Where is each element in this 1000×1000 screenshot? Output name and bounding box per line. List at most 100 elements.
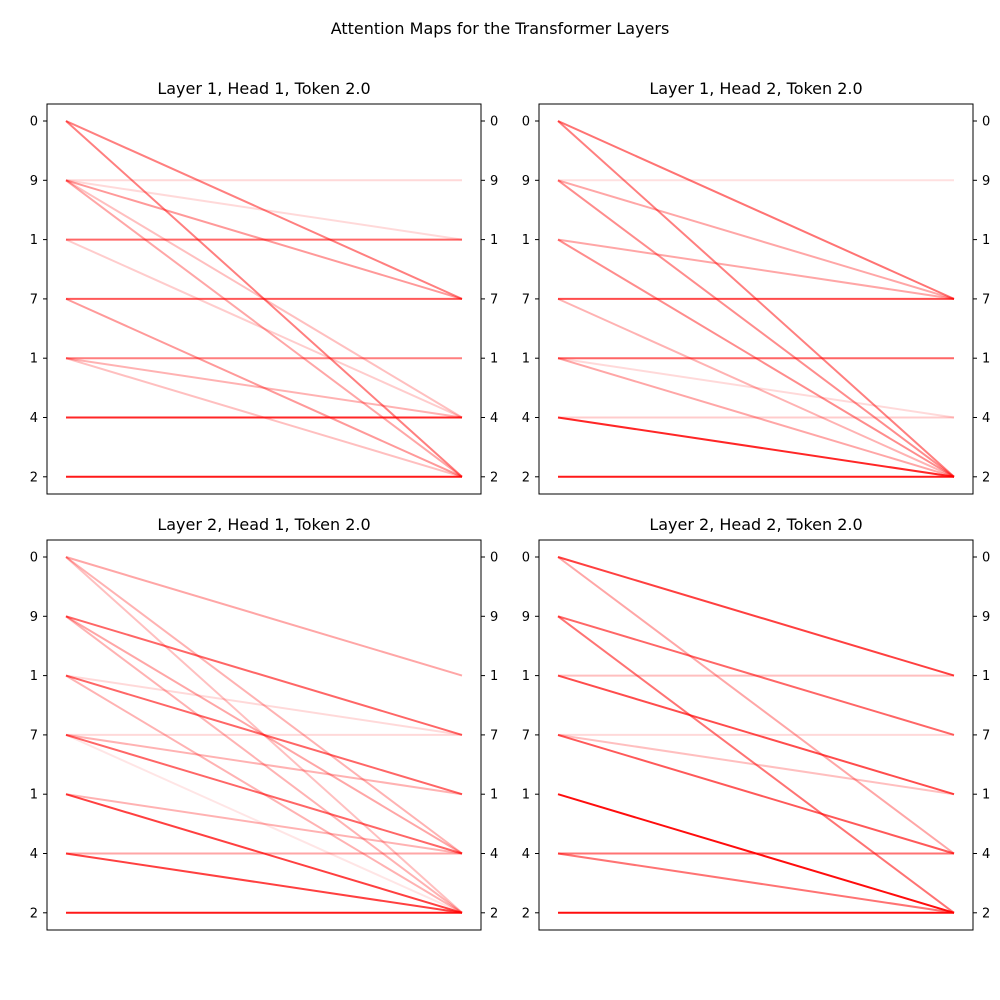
right-tick-label: 7 (490, 292, 498, 307)
right-tick-label: 1 (490, 233, 498, 248)
right-tick-label: 9 (982, 610, 990, 625)
right-tick-label: 4 (490, 411, 498, 426)
attention-line (557, 615, 955, 914)
right-tick-label: 0 (982, 551, 990, 566)
left-tick-label: 0 (522, 551, 530, 566)
attention-line (65, 793, 463, 914)
left-tick-label: 7 (522, 292, 530, 307)
subplot-grid: Layer 1, Head 1, Token 2.0 0 0 9 9 1 1 7 7 1 1 4 4 2 2… (30, 79, 990, 931)
attention-line (557, 357, 955, 419)
attention-line (557, 416, 955, 478)
left-tick-label: 0 (30, 551, 38, 566)
attention-panel-4: Layer 2, Head 2, Token 2.0 0 0 9 9 1 1 7 7 1 1 4 4 2 2 (522, 515, 990, 931)
panel-title: Layer 2, Head 1, Token 2.0 (157, 515, 370, 534)
right-tick-label: 1 (490, 788, 498, 803)
right-tick-label: 2 (982, 470, 990, 485)
left-tick-label: 4 (522, 411, 530, 426)
left-tick-label: 1 (30, 669, 38, 684)
right-tick-label: 9 (982, 174, 990, 189)
left-tick-label: 9 (522, 610, 530, 625)
right-tick-label: 7 (982, 728, 990, 743)
attention-line (65, 357, 463, 419)
left-tick-label: 4 (30, 411, 38, 426)
left-tick-label: 1 (30, 233, 38, 248)
right-tick-label: 4 (982, 847, 990, 862)
attention-line (65, 556, 463, 855)
left-tick-label: 7 (30, 292, 38, 307)
attention-panel-2: Layer 1, Head 2, Token 2.0 0 0 9 9 1 1 7 7 1 1 4 4 2 2 (522, 79, 990, 495)
right-tick-label: 2 (982, 906, 990, 921)
attention-line (557, 297, 955, 478)
right-tick-label: 2 (490, 906, 498, 921)
right-tick-label: 1 (982, 669, 990, 684)
left-tick-label: 4 (522, 847, 530, 862)
attention-line (65, 297, 463, 478)
attention-line (65, 120, 463, 300)
figure-title: Attention Maps for the Transformer Layer… (331, 19, 670, 38)
right-tick-label: 4 (490, 847, 498, 862)
left-tick-label: 1 (522, 788, 530, 803)
left-tick-label: 2 (522, 470, 530, 485)
attention-line (65, 733, 463, 855)
left-tick-label: 1 (30, 352, 38, 367)
attention-line (557, 120, 955, 300)
attention-line (557, 556, 955, 677)
attention-line (65, 733, 463, 914)
attention-line (65, 674, 463, 796)
left-tick-label: 7 (522, 728, 530, 743)
panel-title: Layer 1, Head 2, Token 2.0 (649, 79, 862, 98)
left-tick-label: 0 (30, 115, 38, 130)
right-tick-label: 0 (490, 115, 498, 130)
left-tick-label: 1 (522, 352, 530, 367)
attention-line (557, 238, 955, 300)
right-tick-label: 1 (982, 233, 990, 248)
attention-line (557, 615, 955, 736)
right-tick-label: 1 (490, 669, 498, 684)
attention-line (65, 852, 463, 914)
attention-line (65, 238, 463, 419)
attention-line (65, 733, 463, 796)
attention-panel-3: Layer 2, Head 1, Token 2.0 0 0 9 9 1 1 7 7 1 1 4 4 2 2 (30, 515, 498, 931)
left-tick-label: 2 (522, 906, 530, 921)
left-tick-label: 4 (30, 847, 38, 862)
left-tick-label: 1 (30, 788, 38, 803)
left-tick-label: 9 (30, 174, 38, 189)
right-tick-label: 1 (490, 352, 498, 367)
attention-line (557, 733, 955, 855)
right-tick-label: 1 (982, 788, 990, 803)
attention-line (557, 852, 955, 914)
left-tick-label: 9 (30, 610, 38, 625)
panel-title: Layer 1, Head 1, Token 2.0 (157, 79, 370, 98)
attention-line (557, 357, 955, 478)
left-tick-label: 7 (30, 728, 38, 743)
attention-line (65, 615, 463, 736)
attention-line (557, 179, 955, 300)
right-tick-label: 2 (490, 470, 498, 485)
attention-panel-1: Layer 1, Head 1, Token 2.0 0 0 9 9 1 1 7 7 1 1 4 4 2 2 (30, 79, 498, 495)
left-tick-label: 0 (522, 115, 530, 130)
left-tick-label: 2 (30, 906, 38, 921)
attention-line (65, 793, 463, 855)
attention-line (65, 615, 463, 914)
panel-title: Layer 2, Head 2, Token 2.0 (649, 515, 862, 534)
right-tick-label: 0 (490, 551, 498, 566)
attention-line (557, 674, 955, 796)
right-tick-label: 7 (982, 292, 990, 307)
right-tick-label: 0 (982, 115, 990, 130)
right-tick-label: 9 (490, 610, 498, 625)
right-tick-label: 7 (490, 728, 498, 743)
right-tick-label: 9 (490, 174, 498, 189)
attention-line (557, 179, 955, 478)
attention-line (557, 556, 955, 855)
attention-line (65, 674, 463, 736)
right-tick-label: 4 (982, 411, 990, 426)
left-tick-label: 1 (522, 233, 530, 248)
attention-line (557, 793, 955, 914)
attention-line (65, 556, 463, 677)
left-tick-label: 1 (522, 669, 530, 684)
left-tick-label: 2 (30, 470, 38, 485)
left-tick-label: 9 (522, 174, 530, 189)
attention-line (65, 179, 463, 478)
right-tick-label: 1 (982, 352, 990, 367)
